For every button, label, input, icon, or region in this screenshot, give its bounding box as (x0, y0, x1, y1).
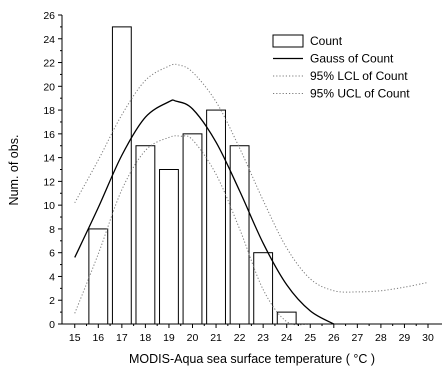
y-tick-label: 14 (43, 153, 55, 165)
x-tick-label: 24 (281, 332, 293, 344)
x-tick-label: 16 (92, 332, 104, 344)
x-tick-label: 27 (352, 332, 364, 344)
legend-swatch-count (272, 34, 304, 48)
y-tick-label: 24 (43, 34, 55, 46)
x-axis-title: MODIS-Aqua sea surface temperature ( °C … (129, 352, 375, 366)
legend: Count Gauss of Count 95% LCL of Count 95% U… (272, 34, 410, 101)
y-tick-label: 2 (49, 295, 55, 307)
x-tick-label: 25 (304, 332, 316, 344)
x-tick-label: 29 (399, 332, 411, 344)
bar (229, 145, 250, 325)
legend-label: 95% UCL of Count (310, 87, 410, 101)
y-tick-label: 0 (49, 319, 55, 331)
y-tick-label: 20 (43, 81, 55, 93)
bars-layer (88, 26, 297, 325)
bar (253, 252, 274, 325)
y-tick-label: 16 (43, 129, 55, 141)
y-tick-label: 26 (43, 10, 55, 22)
x-tick-label: 26 (328, 332, 340, 344)
ticks-layer: 15 16 17 18 19 20 21 22 23 24 25 26 27 28 29 3002468101… (43, 10, 434, 344)
x-tick-label: 15 (69, 332, 81, 344)
legend-label: Count (310, 34, 343, 48)
y-axis-title: Num. of obs. (7, 135, 21, 206)
x-tick-label: 23 (257, 332, 269, 344)
x-tick-label: 30 (422, 332, 434, 344)
y-tick-label: 4 (49, 271, 55, 283)
legend-label: 95% LCL of Count (310, 69, 408, 83)
x-tick-label: 21 (210, 332, 222, 344)
x-tick-label: 22 (234, 332, 246, 344)
y-tick-label: 18 (43, 105, 55, 117)
bar (276, 311, 297, 325)
ucl-curve (74, 63, 429, 293)
bar (182, 133, 203, 325)
bar (159, 169, 179, 325)
y-tick-label: 12 (43, 176, 55, 188)
y-tick-label: 6 (49, 248, 55, 260)
y-tick-label: 10 (43, 200, 55, 212)
y-tick-label: 8 (49, 224, 55, 236)
x-tick-label: 28 (375, 332, 387, 344)
y-tick-label: 22 (43, 58, 55, 70)
legend-label: Gauss of Count (310, 52, 394, 66)
x-tick-label: 19 (163, 332, 175, 344)
x-tick-label: 20 (187, 332, 199, 344)
bar (135, 145, 156, 325)
gauss-curve (74, 99, 335, 325)
bar (88, 228, 109, 325)
x-tick-label: 17 (116, 332, 128, 344)
curves-layer (74, 63, 429, 326)
x-tick-label: 18 (140, 332, 152, 344)
